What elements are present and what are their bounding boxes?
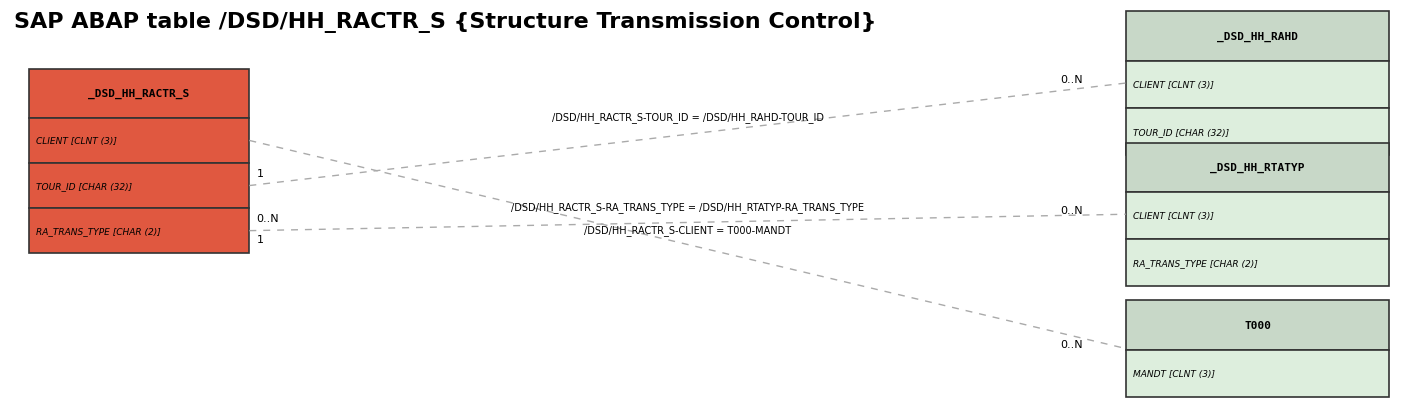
Text: 0..N: 0..N <box>1060 339 1083 350</box>
Bar <box>1126 350 1389 397</box>
Bar <box>1126 143 1389 192</box>
Bar <box>28 164 249 209</box>
Text: MANDT [CLNT (3)]: MANDT [CLNT (3)] <box>1133 369 1216 378</box>
Text: RA_TRANS_TYPE [CHAR (2)]: RA_TRANS_TYPE [CHAR (2)] <box>1133 258 1258 267</box>
Text: T000: T000 <box>1244 320 1271 330</box>
Bar <box>28 70 249 119</box>
Text: /DSD/HH_RACTR_S-CLIENT = T000-MANDT: /DSD/HH_RACTR_S-CLIENT = T000-MANDT <box>584 225 791 236</box>
Text: CLIENT [CLNT (3)]: CLIENT [CLNT (3)] <box>1133 211 1214 220</box>
Text: RA_TRANS_TYPE [CHAR (2)]: RA_TRANS_TYPE [CHAR (2)] <box>36 227 161 236</box>
Text: CLIENT [CLNT (3)]: CLIENT [CLNT (3)] <box>36 137 117 146</box>
Text: TOUR_ID [CHAR (32)]: TOUR_ID [CHAR (32)] <box>1133 128 1228 136</box>
Bar <box>1126 61 1389 108</box>
Bar <box>1126 12 1389 61</box>
Text: _DSD_HH_RACTR_S: _DSD_HH_RACTR_S <box>88 89 190 99</box>
Text: 0..N: 0..N <box>256 214 279 224</box>
Text: CLIENT [CLNT (3)]: CLIENT [CLNT (3)] <box>1133 81 1214 89</box>
Text: /DSD/HH_RACTR_S-RA_TRANS_TYPE = /DSD/HH_RTATYP-RA_TRANS_TYPE: /DSD/HH_RACTR_S-RA_TRANS_TYPE = /DSD/HH_… <box>512 202 864 213</box>
Text: 0..N: 0..N <box>1060 75 1083 85</box>
Bar <box>28 119 249 164</box>
Bar <box>1126 301 1389 350</box>
Text: /DSD/HH_RACTR_S-TOUR_ID = /DSD/HH_RAHD-TOUR_ID: /DSD/HH_RACTR_S-TOUR_ID = /DSD/HH_RAHD-T… <box>551 112 824 123</box>
Bar <box>1126 192 1389 239</box>
Bar <box>1126 239 1389 286</box>
Text: TOUR_ID [CHAR (32)]: TOUR_ID [CHAR (32)] <box>36 182 131 191</box>
Text: 0..N: 0..N <box>1060 206 1083 216</box>
Text: _DSD_HH_RAHD: _DSD_HH_RAHD <box>1217 32 1298 42</box>
Text: SAP ABAP table /DSD/HH_RACTR_S {Structure Transmission Control}: SAP ABAP table /DSD/HH_RACTR_S {Structur… <box>14 12 876 33</box>
Text: _DSD_HH_RTATYP: _DSD_HH_RTATYP <box>1210 163 1305 173</box>
Bar <box>1126 108 1389 155</box>
Text: 1: 1 <box>256 169 264 179</box>
Text: 1: 1 <box>256 234 264 244</box>
Bar <box>28 209 249 254</box>
